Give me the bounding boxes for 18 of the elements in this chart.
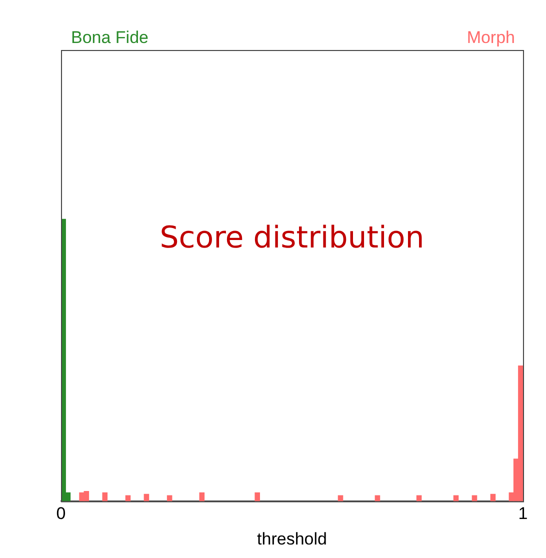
bar	[102, 492, 108, 502]
text: Bona Fide	[71, 28, 148, 48]
text: Morph	[466, 28, 515, 48]
x-tick-label: 0	[56, 504, 66, 524]
bar	[472, 495, 478, 502]
bar	[338, 495, 344, 502]
bar	[199, 492, 205, 502]
bar	[254, 492, 260, 502]
bar	[453, 495, 459, 502]
bar	[166, 495, 172, 502]
bar	[374, 495, 380, 502]
x-axis-title: threshold	[257, 529, 327, 548]
chart-title: Score distribution	[160, 220, 424, 256]
bar	[490, 494, 496, 502]
bar	[416, 495, 422, 502]
x-tick-label: 1	[518, 504, 528, 524]
bar	[144, 494, 150, 502]
bar	[125, 495, 131, 502]
